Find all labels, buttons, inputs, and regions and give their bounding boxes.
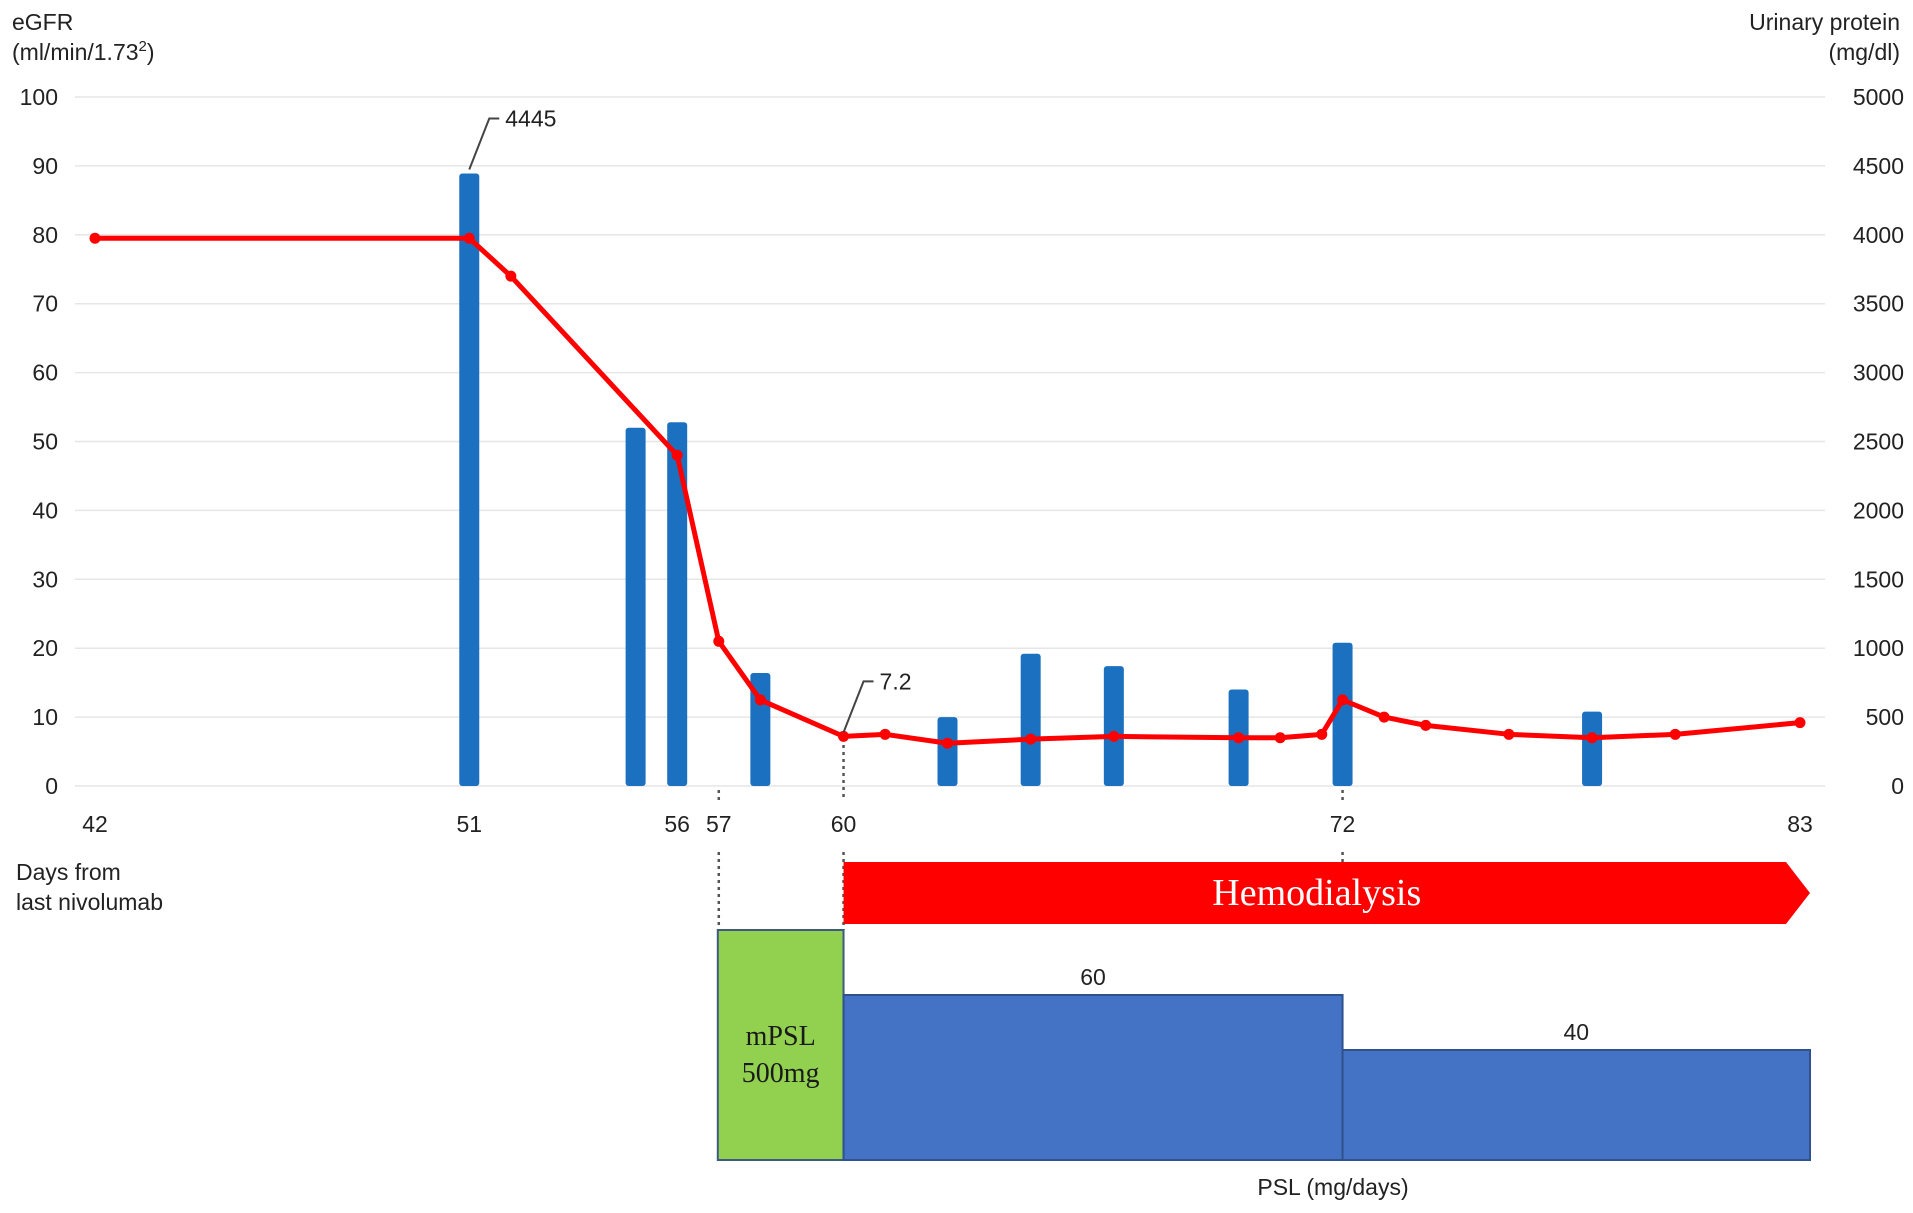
x-tick-label: 51 [456, 811, 482, 837]
left-tick-label: 20 [32, 635, 58, 661]
egfr-point [1378, 711, 1390, 723]
protein-bar [937, 717, 958, 786]
x-tick-label: 60 [831, 811, 857, 837]
right-axis-title-line2: (mg/dl) [1828, 39, 1900, 65]
egfr-point [1233, 732, 1245, 744]
left-tick-label: 80 [32, 222, 58, 248]
left-axis-ticks: 0 10 20 30 40 50 60 70 80 90 100 [20, 84, 58, 799]
egfr-point [1794, 717, 1806, 729]
protein-bar [667, 422, 688, 786]
right-axis-title-line1: Urinary protein [1749, 9, 1900, 35]
protein-bar [1103, 666, 1124, 786]
right-tick-label: 4000 [1853, 222, 1904, 248]
x-tick-label: 56 [664, 811, 690, 837]
hemodialysis-arrow [843, 862, 1810, 924]
egfr-point [838, 730, 850, 742]
egfr-point [1337, 694, 1349, 706]
egfr-point [1274, 732, 1286, 744]
egfr-point [754, 694, 766, 706]
hemodialysis-label: Hemodialysis [1212, 872, 1421, 914]
mpsl-label-line2: 500mg [742, 1058, 820, 1089]
annotation-leader [842, 680, 874, 733]
egfr-point [1586, 732, 1598, 744]
left-tick-label: 10 [32, 704, 58, 730]
left-axis-title-line2: (ml/min/1.732) [12, 38, 155, 65]
egfr-point [713, 635, 725, 647]
mpsl-box [716, 929, 845, 1161]
egfr-point [89, 232, 101, 244]
left-tick-label: 60 [32, 360, 58, 386]
egfr-point [1025, 733, 1037, 745]
treatment-timeline: Hemodialysis mPSL 500mg 60 40 PSL (mg/day… [716, 862, 1812, 1200]
right-axis-ticks: 0 500 1000 1500 2000 2500 3000 3500 4000 4500 5000 [1853, 84, 1904, 799]
left-tick-label: 30 [32, 566, 58, 592]
egfr-point [879, 728, 891, 740]
egfr-point [1108, 730, 1120, 742]
x-tick-label: 57 [706, 811, 732, 837]
psl-segment [842, 994, 1344, 1161]
mpsl-label-line1: mPSL [746, 1021, 816, 1052]
left-tick-label: 70 [32, 291, 58, 317]
egfr-point [463, 232, 475, 244]
x-tick-label: 72 [1330, 811, 1356, 837]
right-tick-label: 1000 [1853, 635, 1904, 661]
egfr-point [1503, 728, 1515, 740]
right-tick-label: 0 [1891, 773, 1904, 799]
egfr-point [1316, 728, 1328, 740]
x-axis-label-line2: last nivolumab [16, 889, 163, 915]
protein-bar [459, 173, 480, 786]
x-axis-ticks: 42 51 56 57 60 72 83 [82, 811, 1813, 837]
protein-bar [1582, 711, 1603, 786]
egfr-point [671, 449, 683, 461]
egfr-line [95, 235, 1801, 746]
left-tick-label: 90 [32, 153, 58, 179]
left-axis-title-line1: eGFR [12, 9, 73, 35]
right-tick-label: 5000 [1853, 84, 1904, 110]
egfr-line-series [89, 232, 1806, 749]
x-tick-label: 42 [82, 811, 108, 837]
protein-bar [625, 427, 646, 786]
right-tick-label: 2500 [1853, 429, 1904, 455]
psl-segments: 60 40 [842, 964, 1812, 1161]
left-tick-label: 100 [20, 84, 58, 110]
right-tick-label: 3500 [1853, 291, 1904, 317]
psl-segment [1341, 1049, 1812, 1161]
left-tick-label: 50 [32, 429, 58, 455]
egfr-point [1420, 719, 1432, 731]
x-axis-label-line1: Days from [16, 859, 121, 885]
psl-segment-label: 60 [1080, 964, 1106, 990]
right-tick-label: 4500 [1853, 153, 1904, 179]
annotation-leader [468, 117, 500, 170]
psl-segment-label: 40 [1563, 1019, 1589, 1045]
egfr-point [942, 737, 953, 749]
egfr-point [1669, 728, 1681, 740]
gridlines [75, 96, 1825, 787]
psl-axis-label: PSL (mg/days) [1257, 1174, 1408, 1200]
protein-bar [1332, 642, 1353, 786]
left-tick-label: 40 [32, 497, 58, 523]
right-tick-label: 500 [1866, 704, 1904, 730]
right-tick-label: 3000 [1853, 360, 1904, 386]
right-tick-label: 1500 [1853, 566, 1904, 592]
annotation-label: 7.2 [880, 668, 912, 694]
annotations: 4445 7.2 [468, 105, 912, 733]
x-tick-label: 83 [1787, 811, 1813, 837]
left-tick-label: 0 [45, 773, 58, 799]
annotation-label: 4445 [505, 105, 556, 131]
urinary-protein-bars [459, 173, 1603, 786]
egfr-point [505, 270, 517, 282]
protein-bar [1020, 653, 1041, 786]
right-tick-label: 2000 [1853, 497, 1904, 523]
